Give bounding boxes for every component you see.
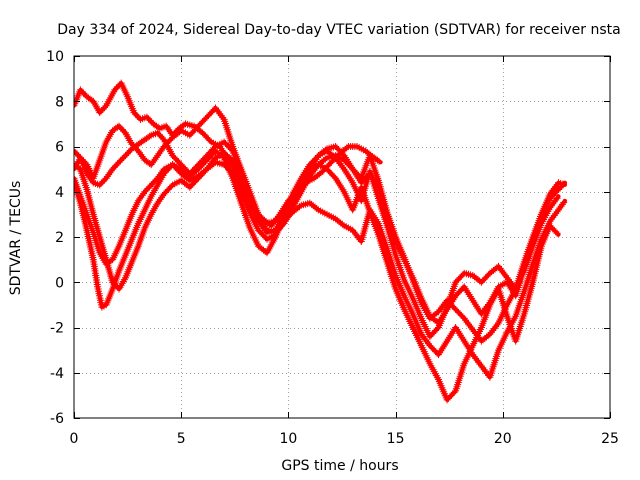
grid-layer: [74, 56, 610, 418]
y-tick-label: 0: [55, 275, 64, 291]
x-tick-label: 20: [494, 431, 512, 447]
tick-layer: 0 5 10 15 20 25 -6 -4 -2 0 2 4 6 8 10: [46, 49, 619, 447]
chart-title: Day 334 of 2024, Sidereal Day-to-day VTE…: [57, 22, 620, 38]
y-axis-label: SDTVAR / TECUs: [8, 181, 24, 296]
x-tick-label: 25: [601, 431, 619, 447]
series-layer: [74, 79, 568, 404]
y-tick-label: 2: [55, 230, 64, 246]
y-tick-label: 4: [55, 185, 64, 201]
x-tick-label: 15: [387, 431, 405, 447]
y-tick-label: 8: [55, 94, 64, 110]
x-tick-label: 0: [70, 431, 79, 447]
series-markers: [74, 147, 561, 404]
y-tick-label: -2: [50, 321, 64, 337]
y-tick-label: 10: [46, 49, 64, 65]
y-tick-label: -6: [50, 411, 64, 427]
y-tick-label: -4: [50, 366, 64, 382]
series-track-6: [74, 147, 561, 404]
x-axis-label: GPS time / hours: [281, 458, 398, 474]
x-tick-label: 10: [279, 431, 297, 447]
y-tick-label: 6: [55, 140, 64, 156]
x-tick-label: 5: [177, 431, 186, 447]
